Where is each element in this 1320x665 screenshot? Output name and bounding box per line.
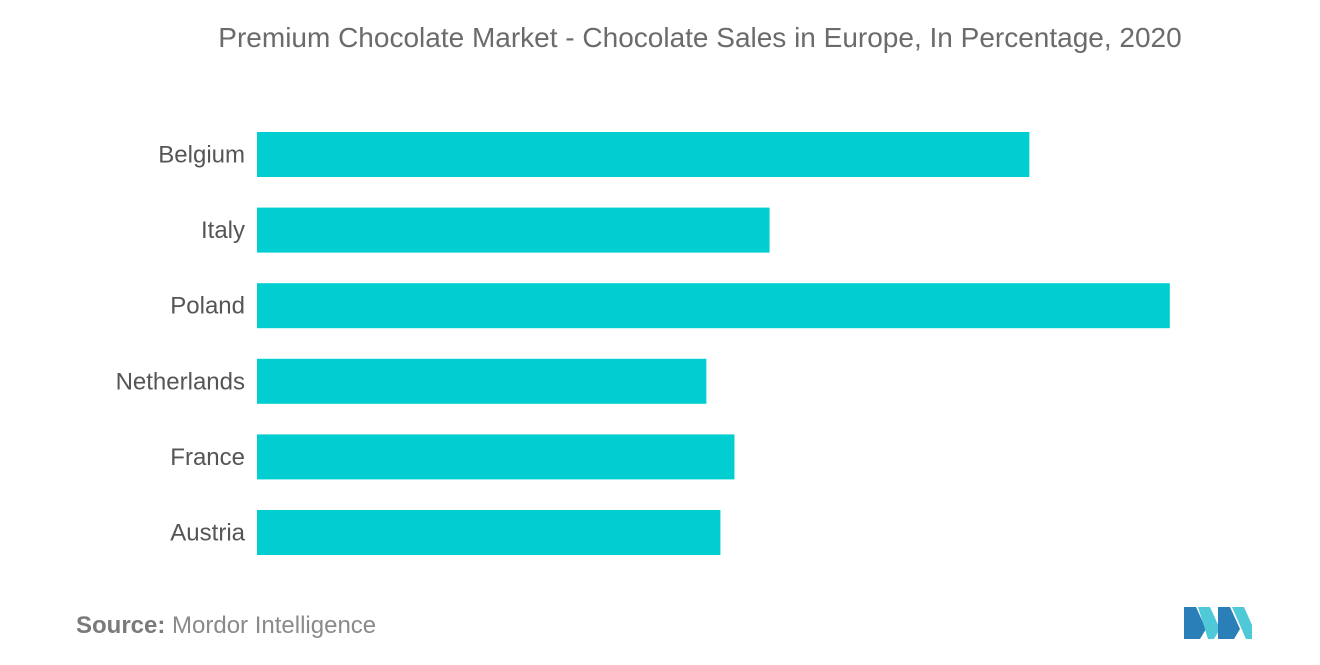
mordor-intelligence-logo-icon — [1184, 607, 1252, 639]
bar-netherlands — [257, 358, 707, 404]
source-label: Source: — [76, 612, 166, 639]
category-label-italy: Italy — [201, 217, 245, 244]
category-label-belgium: Belgium — [158, 142, 245, 169]
source-text: Mordor Intelligence — [172, 612, 377, 639]
category-label-france: France — [170, 444, 245, 471]
bar-france — [257, 434, 735, 480]
bar-austria — [257, 510, 721, 555]
source-note: Source: Mordor Intelligence — [76, 612, 376, 640]
bar-chart: Belgium Italy Poland Netherlands France Austr… — [116, 132, 1170, 555]
category-label-netherlands: Netherlands — [116, 368, 245, 395]
category-label-austria: Austria — [170, 520, 245, 547]
category-label-poland: Poland — [170, 293, 245, 320]
chart-title: Premium Chocolate Market - Chocolate Sal… — [218, 22, 1182, 53]
bar-italy — [257, 207, 770, 253]
bar-poland — [257, 283, 1170, 329]
bar-belgium — [257, 132, 1030, 177]
